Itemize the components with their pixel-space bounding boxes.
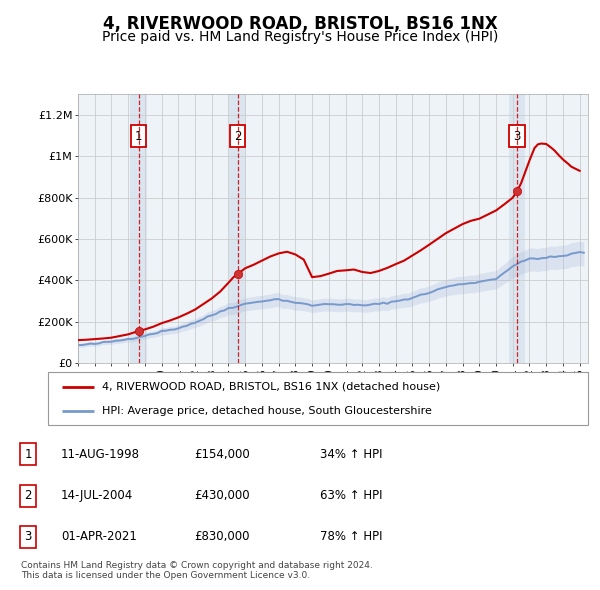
Bar bbox=[509, 94, 525, 363]
Text: 14-JUL-2004: 14-JUL-2004 bbox=[61, 489, 133, 502]
Bar bbox=[130, 94, 147, 363]
Text: £830,000: £830,000 bbox=[194, 530, 250, 543]
Text: 1: 1 bbox=[135, 130, 142, 143]
Text: Contains HM Land Registry data © Crown copyright and database right 2024.
This d: Contains HM Land Registry data © Crown c… bbox=[21, 560, 373, 580]
Text: 2: 2 bbox=[234, 130, 241, 143]
Text: 11-AUG-1998: 11-AUG-1998 bbox=[61, 448, 140, 461]
Text: 4, RIVERWOOD ROAD, BRISTOL, BS16 1NX: 4, RIVERWOOD ROAD, BRISTOL, BS16 1NX bbox=[103, 15, 497, 33]
Text: 3: 3 bbox=[513, 130, 521, 143]
Text: £154,000: £154,000 bbox=[194, 448, 250, 461]
Text: HPI: Average price, detached house, South Gloucestershire: HPI: Average price, detached house, Sout… bbox=[102, 406, 432, 416]
Text: 01-APR-2021: 01-APR-2021 bbox=[61, 530, 137, 543]
Text: Price paid vs. HM Land Registry's House Price Index (HPI): Price paid vs. HM Land Registry's House … bbox=[102, 30, 498, 44]
Text: 78% ↑ HPI: 78% ↑ HPI bbox=[320, 530, 383, 543]
Text: 4, RIVERWOOD ROAD, BRISTOL, BS16 1NX (detached house): 4, RIVERWOOD ROAD, BRISTOL, BS16 1NX (de… bbox=[102, 382, 440, 392]
Text: 1: 1 bbox=[25, 448, 32, 461]
Text: £430,000: £430,000 bbox=[194, 489, 250, 502]
Text: 2: 2 bbox=[25, 489, 32, 502]
Text: 34% ↑ HPI: 34% ↑ HPI bbox=[320, 448, 383, 461]
Text: 3: 3 bbox=[25, 530, 32, 543]
Text: 63% ↑ HPI: 63% ↑ HPI bbox=[320, 489, 383, 502]
Bar bbox=[229, 94, 246, 363]
